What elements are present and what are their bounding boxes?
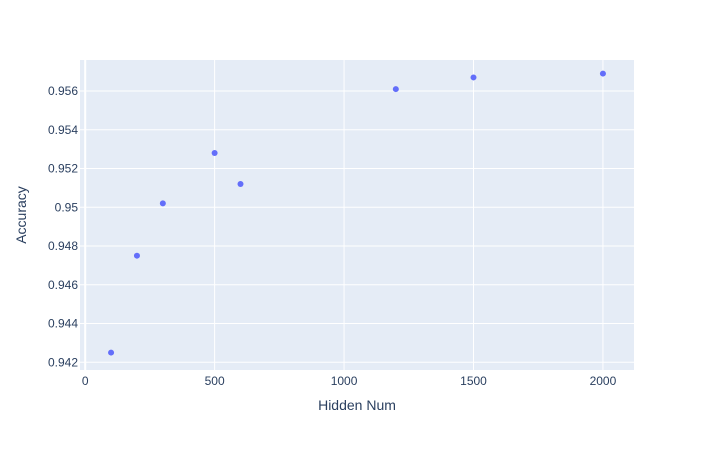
data-point[interactable]: [237, 181, 244, 187]
y-tick-label: 0.956: [48, 84, 78, 98]
x-axis-title: Hidden Num: [318, 397, 396, 413]
data-points: [108, 70, 606, 356]
data-point[interactable]: [599, 70, 606, 77]
y-tick-label: 0.952: [48, 162, 78, 176]
data-point[interactable]: [133, 252, 140, 259]
data-point[interactable]: [108, 349, 115, 356]
y-tick-label: 0.954: [48, 123, 78, 137]
x-tick-labels: 0 500 1000 1500 2000: [82, 374, 617, 388]
plot-area-background: [80, 60, 634, 370]
x-tick-label: 1500: [460, 374, 487, 388]
x-tick-label: 2000: [590, 374, 617, 388]
y-tick-labels: 0.942 0.944 0.946 0.948 0.95 0.952 0.954 0.956: [48, 84, 78, 369]
x-grid-lines: [84, 60, 604, 370]
x-tick-label: 0: [82, 374, 89, 388]
y-axis-title: Accuracy: [13, 186, 29, 244]
y-grid-lines: [80, 90, 634, 363]
x-tick-label: 1000: [331, 374, 358, 388]
x-tick-label: 500: [205, 374, 225, 388]
y-tick-label: 0.95: [55, 200, 79, 214]
y-tick-label: 0.942: [48, 355, 78, 369]
data-point[interactable]: [211, 150, 218, 156]
y-tick-label: 0.946: [48, 278, 78, 292]
data-point[interactable]: [470, 74, 477, 81]
data-point[interactable]: [392, 86, 399, 93]
y-tick-label: 0.948: [48, 239, 78, 253]
data-point[interactable]: [159, 200, 166, 207]
y-tick-label: 0.944: [48, 317, 78, 331]
